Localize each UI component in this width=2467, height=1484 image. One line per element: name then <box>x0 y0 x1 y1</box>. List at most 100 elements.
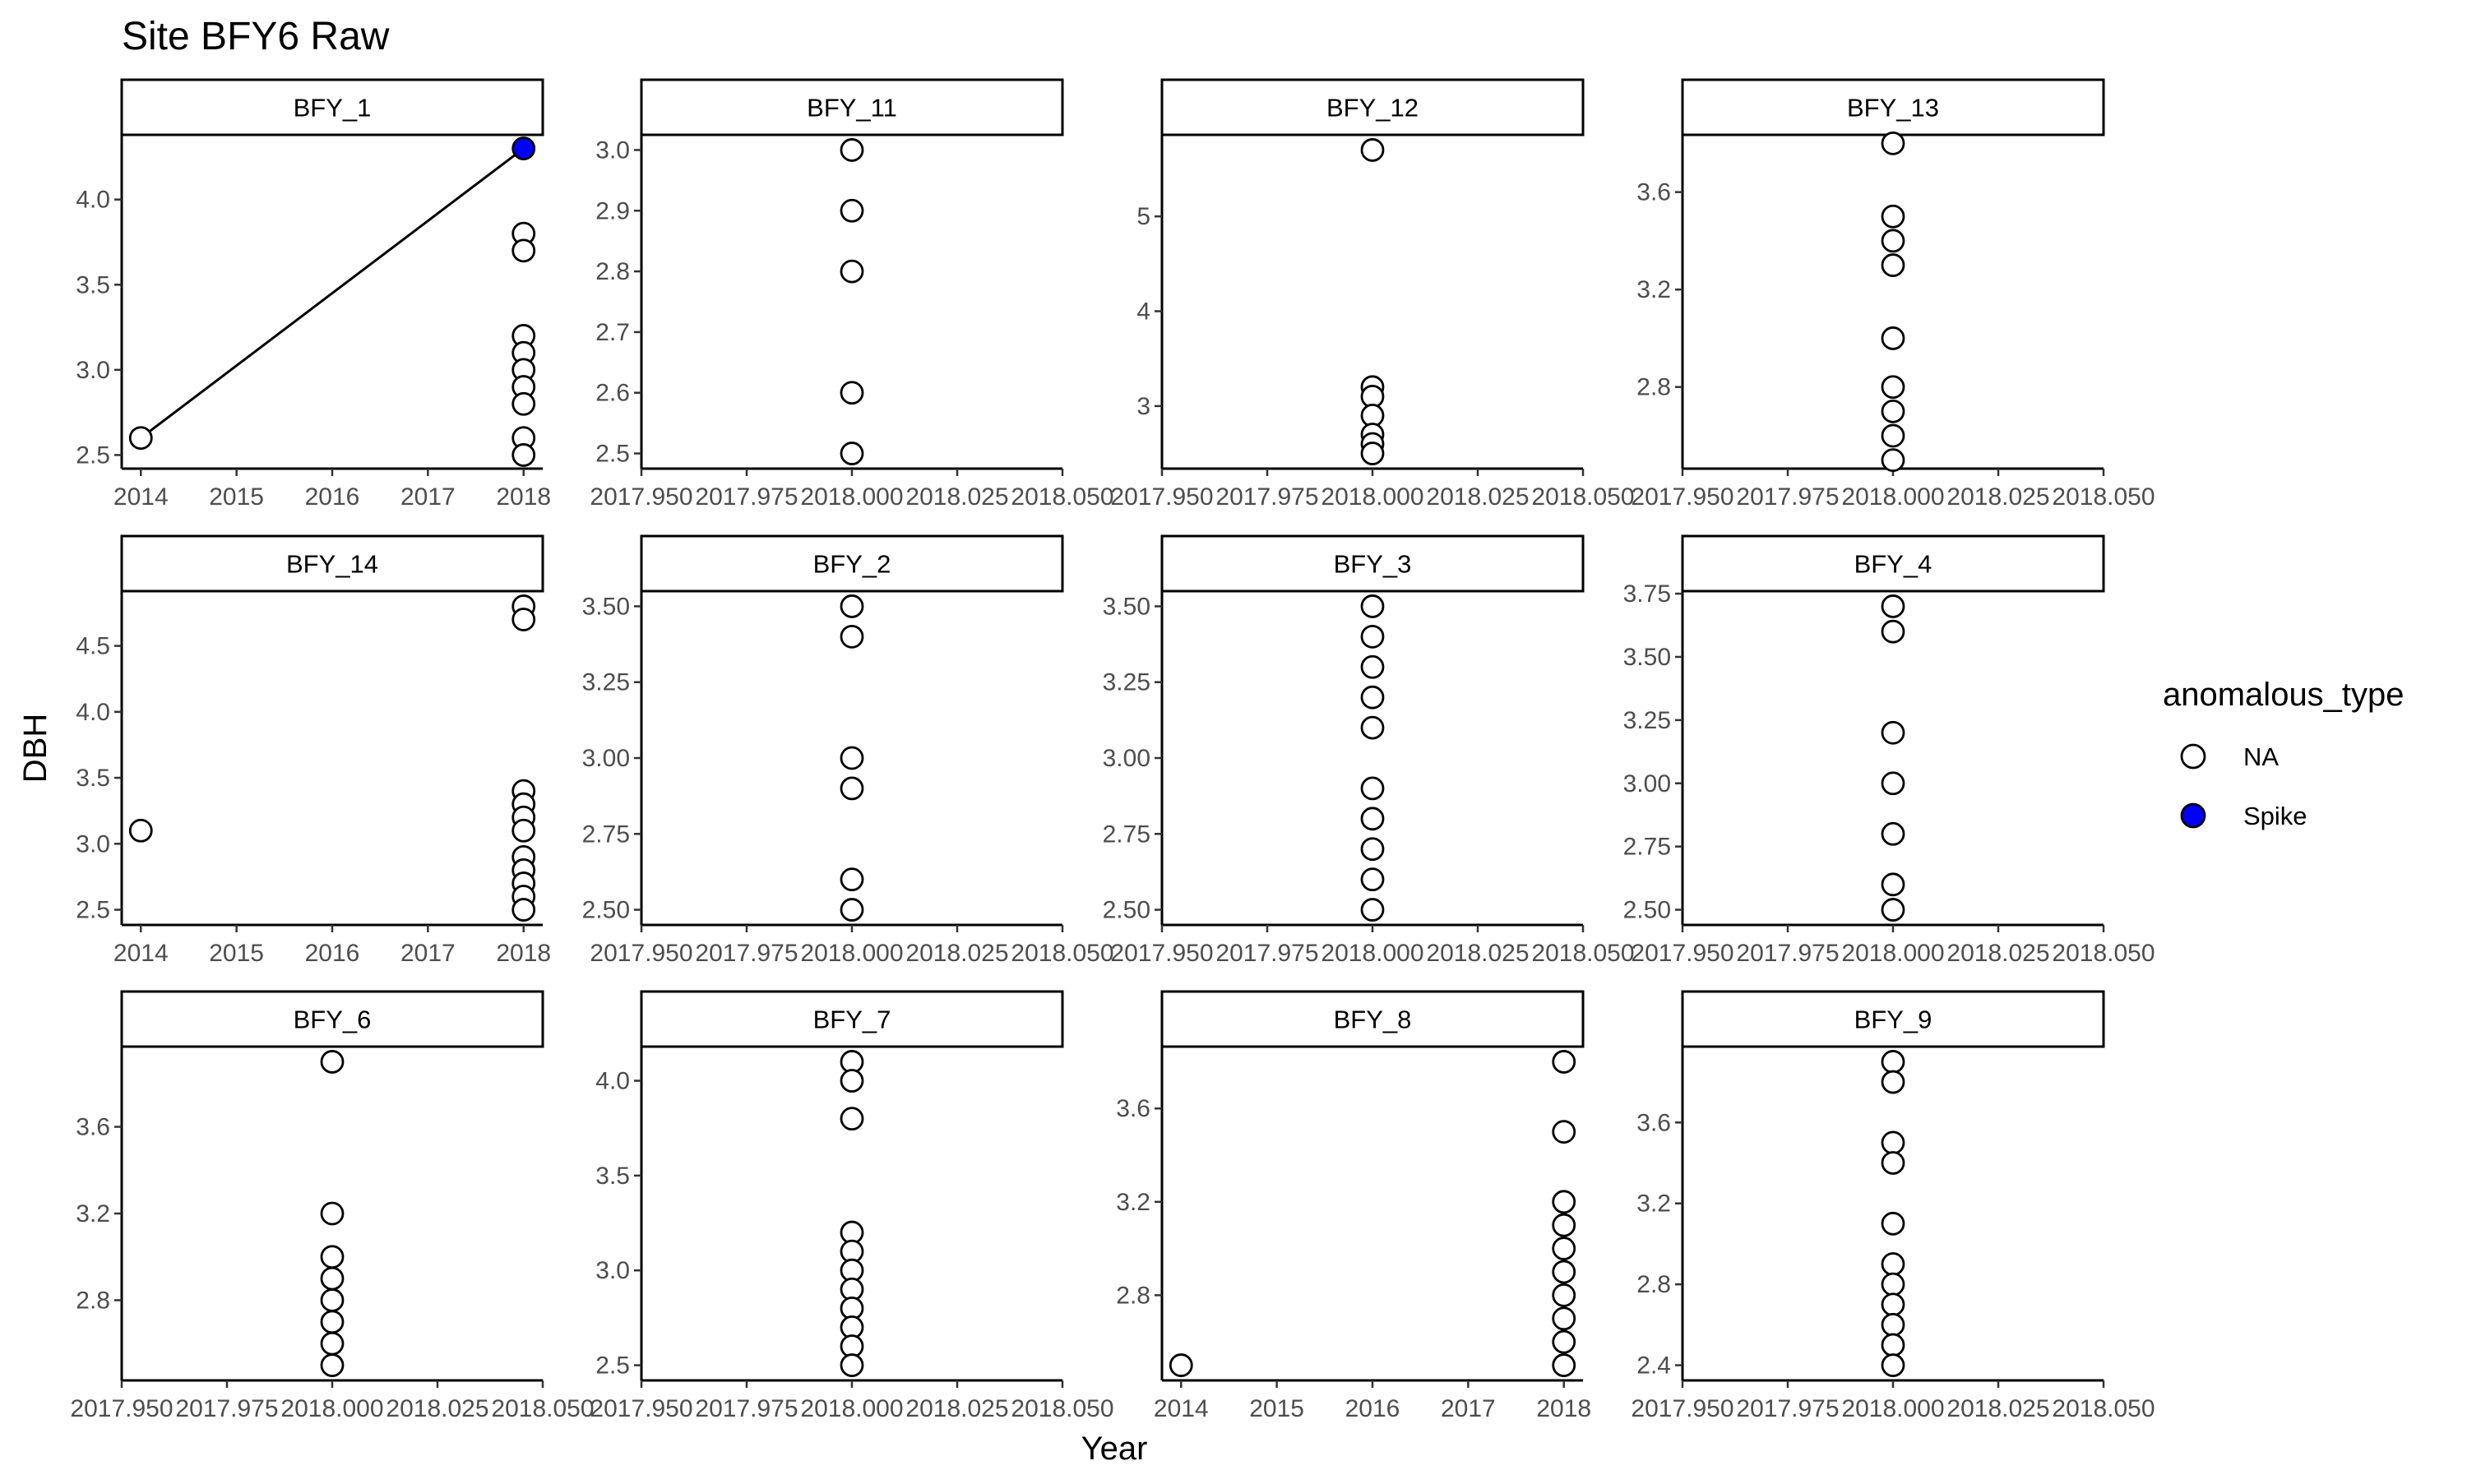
data-point <box>1881 1070 1905 1094</box>
data-point <box>1881 448 1905 473</box>
x-tick-label: 2017.950 <box>1631 1395 1733 1422</box>
y-tick-label: 2.8 <box>1116 1282 1150 1309</box>
x-tick-label: 2018.050 <box>491 1395 594 1422</box>
facet-panel-bfy-7: BFY_7 2.5 3.0 3.5 4.0 2017.950 2017.975 2018.00… <box>590 990 1114 1422</box>
data-point <box>1360 867 1385 892</box>
x-tick-label: 2017.975 <box>1215 940 1318 967</box>
facet-strip <box>640 534 1064 593</box>
data-point <box>1169 1353 1193 1377</box>
y-tick-label: 4.0 <box>76 699 110 726</box>
y-tick-label: 3.5 <box>76 271 110 298</box>
data-point <box>511 898 536 922</box>
data-point <box>511 818 536 843</box>
y-tick-label: 2.4 <box>1636 1352 1671 1380</box>
x-tick-label: 2017.950 <box>590 1395 692 1422</box>
x-tick-label: 2018.025 <box>905 940 1008 967</box>
x-tick-label: 2017.975 <box>1736 940 1839 967</box>
x-tick-label: 2018 <box>496 940 551 967</box>
data-point <box>1360 594 1385 618</box>
y-tick-label: 3.2 <box>1116 1189 1150 1216</box>
data-point <box>128 818 153 843</box>
y-tick-label: 3.2 <box>76 1200 110 1227</box>
data-point <box>1360 442 1385 465</box>
data-point <box>1881 229 1905 253</box>
y-tick-label: 2.6 <box>595 380 630 407</box>
data-point <box>840 1069 864 1093</box>
legend-title: anomalous_type <box>2163 677 2405 713</box>
y-tick-label: 2.9 <box>595 197 630 224</box>
data-point <box>1881 131 1905 155</box>
data-point <box>1881 204 1905 229</box>
data-point <box>1552 1213 1576 1237</box>
x-tick-label: 2017.950 <box>1631 483 1733 511</box>
y-tick-label: 3.00 <box>1103 745 1150 772</box>
y-tick-label: 3.5 <box>76 765 110 792</box>
data-point <box>1881 1252 1905 1276</box>
x-tick-label: 2018.050 <box>1011 940 1113 967</box>
data-point <box>1881 872 1905 897</box>
data-point <box>320 1050 345 1074</box>
data-point <box>320 1353 345 1377</box>
legend: anomalous_type NA Spike <box>2163 677 2405 830</box>
y-tick-label: 3.50 <box>582 593 630 620</box>
x-tick-label: 2018.050 <box>1531 483 1634 511</box>
data-point <box>1881 1211 1905 1236</box>
x-tick-label: 2018.025 <box>1946 940 2049 967</box>
x-tick-label: 2018.050 <box>2052 1395 2155 1422</box>
facet-strip-label: BFY_8 <box>1334 1006 1412 1034</box>
data-point <box>320 1201 345 1226</box>
data-point <box>840 1353 864 1377</box>
x-tick-label: 2014 <box>113 940 169 967</box>
x-tick-label: 2017.950 <box>1110 940 1213 967</box>
facet-strip-label: BFY_7 <box>813 1006 891 1034</box>
data-point <box>1552 1353 1576 1377</box>
legend-label-na: NA <box>2243 742 2279 771</box>
data-point <box>511 443 536 467</box>
y-tick-label: 2.8 <box>1636 1271 1671 1298</box>
x-tick-label: 2018.050 <box>2052 940 2155 967</box>
y-tick-label: 3.75 <box>1623 580 1671 608</box>
data-point <box>1360 685 1385 710</box>
y-tick-label: 2.50 <box>1103 897 1150 924</box>
y-tick-label: 2.75 <box>1623 834 1671 861</box>
facet-panel-bfy-14: BFY_14 2.5 3.0 3.5 4.0 4.5 2014 2015 2016 2017 201… <box>76 534 551 967</box>
data-point <box>1881 1353 1905 1377</box>
facet-panel-bfy-2: BFY_2 2.50 2.75 3.00 3.25 3.50 2017.950 2017.97… <box>582 534 1114 967</box>
y-tick-label: 2.50 <box>1623 897 1671 924</box>
data-point <box>1552 1306 1576 1331</box>
data-point <box>840 867 864 892</box>
data-point <box>1881 399 1905 423</box>
data-point <box>1360 624 1385 649</box>
x-tick-label: 2015 <box>209 483 264 511</box>
data-point <box>1360 837 1385 862</box>
data-point <box>1360 898 1385 922</box>
facet-strip-label: BFY_4 <box>1854 550 1932 579</box>
data-point <box>840 198 864 223</box>
x-tick-label: 2016 <box>305 940 360 967</box>
facet-strip <box>120 78 544 136</box>
data-point <box>840 898 864 922</box>
x-tick-label: 2018.050 <box>1531 940 1634 967</box>
x-tick-label: 2017.950 <box>590 483 692 511</box>
series-line <box>140 147 525 439</box>
data-point <box>1881 423 1905 448</box>
y-tick-label: 4.0 <box>76 187 110 214</box>
data-point <box>1881 771 1905 796</box>
x-tick-label: 2018.050 <box>2052 483 2155 511</box>
x-tick-label: 2018.000 <box>800 483 903 511</box>
data-point <box>1552 1190 1576 1214</box>
data-point <box>1881 821 1905 846</box>
y-tick-label: 2.50 <box>582 897 630 924</box>
y-tick-label: 3.2 <box>1636 1190 1671 1218</box>
y-tick-label: 2.8 <box>76 1287 110 1314</box>
data-point <box>1881 1130 1905 1155</box>
facet-strip <box>1160 534 1585 593</box>
facet-strip-label: BFY_1 <box>294 94 372 123</box>
y-tick-label: 4.5 <box>76 633 110 660</box>
data-point <box>1881 1050 1905 1074</box>
y-tick-label: 3.50 <box>1623 644 1671 671</box>
x-tick-label: 2018.025 <box>1946 1395 2049 1422</box>
y-tick-label: 3.5 <box>595 1163 630 1190</box>
data-point <box>840 381 864 405</box>
